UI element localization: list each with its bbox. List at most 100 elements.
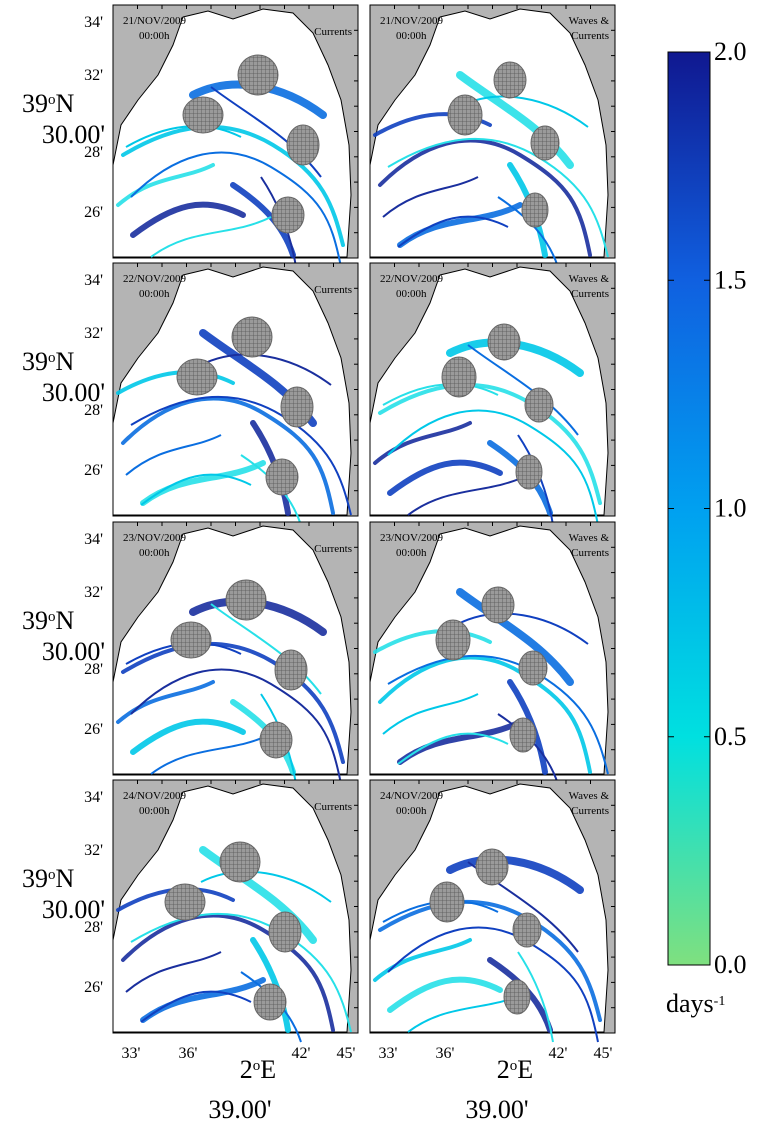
map-panel: 21/NOV/2009 00:00h Currents [112, 4, 359, 268]
particle-cloud [530, 125, 560, 161]
y-tick-label: 26' [84, 462, 103, 479]
y-tick-label: 28' [84, 402, 103, 419]
panel-label: Waves & [569, 790, 610, 802]
current-streak [140, 990, 252, 1023]
panel-time: 00:00h [396, 547, 427, 559]
particle-cloud [182, 96, 224, 134]
unit-base: days [666, 989, 714, 1018]
particle-cloud [268, 911, 302, 953]
hemisphere: E [517, 1055, 533, 1084]
panel-date: 24/NOV/2009 [380, 790, 443, 802]
panel-date: 21/NOV/2009 [123, 15, 186, 27]
current-streak [130, 395, 352, 516]
particle-cloud [225, 579, 267, 621]
panel-date: 23/NOV/2009 [123, 532, 186, 544]
hemisphere: N [56, 864, 75, 893]
y-tick-label: 34' [84, 272, 103, 289]
current-streak [116, 163, 215, 207]
panel-label: Waves & [569, 273, 610, 285]
current-streak [140, 473, 252, 506]
y-tick-label: 26' [84, 979, 103, 996]
colorbar-tick-label: 1.5 [714, 265, 747, 294]
y-tick-label: 28' [84, 144, 103, 161]
x-tick-label: 45' [337, 1045, 356, 1062]
y-center-label: 39oN [22, 606, 75, 635]
unit-exponent: -1 [714, 994, 726, 1009]
current-streak [125, 951, 222, 993]
degree-symbol: o [253, 1058, 261, 1074]
particle-cloud [524, 387, 554, 423]
current-streak [446, 855, 584, 894]
hemisphere: N [56, 606, 75, 635]
y-tick-label: 28' [84, 919, 103, 936]
panel-label: Currents [571, 805, 609, 817]
current-streak [150, 216, 272, 258]
particle-cloud [518, 650, 548, 686]
current-streak [457, 612, 589, 645]
current-streak [130, 201, 246, 238]
x-tick-label: 33' [122, 1045, 141, 1062]
particle-cloud [515, 454, 543, 490]
hemisphere: N [56, 347, 75, 376]
sea-area [369, 525, 609, 775]
map-panel: 21/NOV/2009 00:00h Waves & Currents [369, 4, 616, 268]
map-panel: 24/NOV/2009 00:00h Currents [112, 779, 359, 1043]
sea-area [112, 266, 352, 516]
current-streak [125, 434, 222, 476]
colorbar-tick-label: 0.0 [714, 950, 747, 979]
panel-date: 22/NOV/2009 [123, 273, 186, 285]
degree-value: 39 [22, 864, 48, 893]
current-streak [121, 641, 345, 764]
degree-symbol: o [48, 92, 56, 108]
panel-time: 00:00h [139, 805, 170, 817]
x-center-label: 2oE [240, 1055, 276, 1084]
particle-cloud [509, 717, 537, 753]
x-tick-label: 45' [594, 1045, 613, 1062]
current-streak [397, 215, 509, 248]
hemisphere: N [56, 89, 75, 118]
x-tick-label: 33' [379, 1045, 398, 1062]
current-streak [130, 668, 342, 785]
particle-cloud [286, 124, 320, 166]
sea-area [112, 783, 352, 1033]
particle-cloud [475, 848, 509, 886]
current-streak [382, 693, 479, 735]
y-center-minutes: 30.00' [42, 120, 105, 149]
panel-time: 00:00h [139, 288, 170, 300]
particle-cloud [164, 883, 206, 921]
current-streak [407, 474, 529, 516]
current-streak [200, 870, 332, 903]
panel-date: 23/NOV/2009 [380, 532, 443, 544]
degree-symbol: o [48, 350, 56, 366]
current-streak [121, 396, 335, 515]
y-center-label: 39oN [22, 864, 75, 893]
y-tick-label: 34' [84, 531, 103, 548]
x-tick-label: 42' [292, 1045, 311, 1062]
particle-cloud [280, 386, 314, 428]
degree-value: 2 [497, 1055, 510, 1084]
degree-value: 39 [22, 606, 48, 635]
particle-cloud [274, 649, 308, 691]
current-streak [210, 86, 322, 178]
y-center-label: 39oN [22, 347, 75, 376]
y-tick-label: 26' [84, 721, 103, 738]
current-streak [382, 176, 479, 218]
map-panel: 23/NOV/2009 00:00h Currents [112, 521, 359, 785]
colorbar-tick-label: 1.0 [714, 494, 747, 523]
particle-cloud [487, 323, 521, 361]
particle-cloud [170, 621, 212, 659]
particle-cloud [265, 458, 299, 496]
panel-time: 00:00h [396, 30, 427, 42]
particle-cloud [435, 619, 471, 661]
panel-date: 22/NOV/2009 [380, 273, 443, 285]
map-panel: 24/NOV/2009 00:00h Waves & Currents [369, 779, 616, 1043]
particle-cloud [503, 979, 531, 1015]
current-streak [517, 434, 554, 526]
x-center-minutes: 39.00' [465, 1095, 528, 1124]
panel-time: 00:00h [396, 805, 427, 817]
panel-label: Currents [314, 284, 352, 296]
y-center-minutes: 30.00' [42, 895, 105, 924]
particle-cloud [253, 983, 287, 1021]
y-center-label: 39oN [22, 89, 75, 118]
